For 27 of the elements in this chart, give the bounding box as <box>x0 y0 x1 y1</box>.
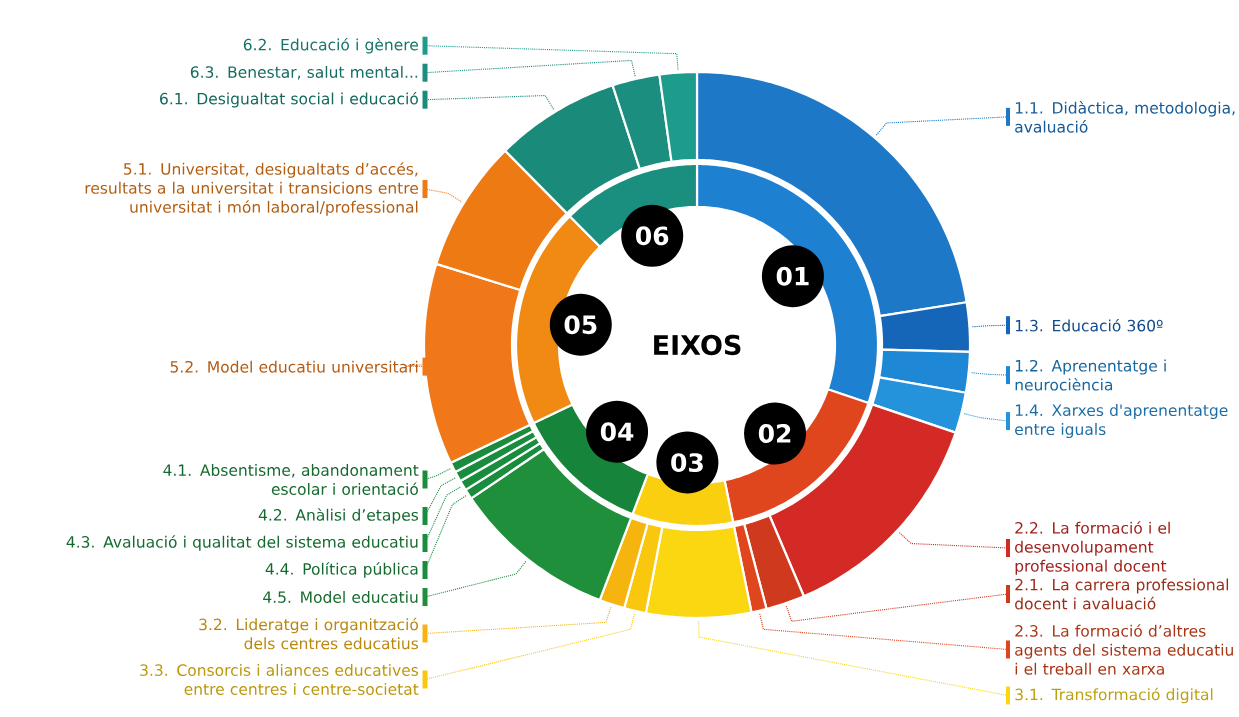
legend-label: 4.5. Model educatiu <box>263 591 418 603</box>
legend-label: 6.2. Educació i gènere <box>243 37 418 54</box>
slice-label: 1.3. Educació 360º <box>1015 318 1163 332</box>
legend-label: 3.2. Lideratge i organització dels centres educatius <box>199 617 419 650</box>
legend-label: 4.4. Política pública <box>265 562 418 578</box>
slice-label: 02 <box>758 424 791 443</box>
text: EIXOS <box>654 334 741 356</box>
slice-label: 06 <box>636 226 669 246</box>
slice-label: 2.1. La carrera professional docent i avaluació <box>1015 578 1229 610</box>
slice-label: 05 <box>564 315 597 335</box>
legend-label: 4.1. Absentisme, abandonament escolar i orientació <box>163 464 419 495</box>
legend-label: 6.3. Benestar, salut mental... <box>190 65 418 80</box>
legend-label: 3.3. Consorcis i aliances educatives entre centres i centre-societat <box>140 664 419 695</box>
slice-label: 3.1. Transformació digital <box>1015 687 1213 704</box>
slice-label: 1.2. Aprenentatge i neurociència <box>1015 359 1166 391</box>
legend-label: 5.2. Model educatiu universitari <box>170 360 418 373</box>
legend-label: 4.2. Anàlisi d’etapes <box>258 508 419 524</box>
slice-label: 1.4. Xarxes d'aprenentatge entre iguals <box>1015 404 1228 439</box>
legend-label: 6.1. Desigualtat social i educació <box>160 91 418 108</box>
slice-label: 2.3. La formació d’altres agents del sistema educatiu i el treball en xarxa <box>1015 624 1233 675</box>
legend-label: 4.3. Avaluació i qualitat del sistema educatiu <box>66 535 418 551</box>
slice-label: 01 <box>776 266 809 286</box>
slice-label: 2.2. La formació i el desenvolupament professional docent <box>1015 521 1170 575</box>
slice-label: 04 <box>600 422 634 442</box>
slice-label: 03 <box>671 453 703 473</box>
legend-label: 5.1. Universitat, desigualtats d’accés, resultats a la universitat i transicions entre universitat i món laboral/professional <box>85 162 419 216</box>
slice-label: 1.1. Didàctica, metodologia, avaluació <box>1015 101 1235 133</box>
